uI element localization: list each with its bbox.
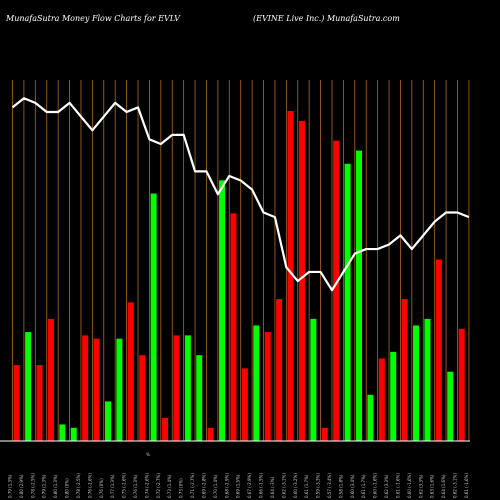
x-tick-label: 0.62 (3.3%): [384, 474, 389, 498]
bar: [265, 332, 271, 441]
x-tick-label: 0.76 (0%): [99, 478, 104, 498]
x-tick-label: 0.60 (-3.2%): [293, 473, 298, 498]
bar: [379, 359, 385, 442]
bar: [390, 352, 396, 441]
x-tick-label: 0.77 (1.3%): [110, 474, 115, 498]
bar: [116, 339, 122, 441]
bar: [299, 121, 305, 441]
x-tick-label: 0.72 (-2.7%): [156, 473, 161, 498]
vertical-gridlines: [13, 80, 469, 441]
bar: [424, 319, 430, 441]
x-tick-label: 0.62 (3.3%): [418, 474, 423, 498]
bar: [37, 365, 43, 441]
bar: [310, 319, 316, 441]
x-tick-label: 0.68 (-2.9%): [224, 473, 229, 498]
x-tick-label: 0.58 (1.8%): [338, 474, 343, 498]
bar: [71, 428, 77, 441]
x-tick-label: 0.70 (1.4%): [213, 474, 218, 498]
x-tick-label: 0.78 (-2.5%): [76, 473, 81, 498]
x-tick-label: 0.80 (1.3%): [53, 474, 58, 498]
bar: [105, 401, 111, 441]
x-tick-label: 0.71 (-2.7%): [190, 473, 195, 498]
chart-title: MunafaSutra Money Flow Charts for EVLV: [5, 14, 181, 23]
x-tick-label: 0.60 (-1.6%): [373, 473, 378, 498]
x-tick-label: 0.75 (-2.6%): [122, 473, 127, 498]
bar: [253, 326, 259, 442]
x-tick-label: 0.57 (-3.4%): [327, 473, 332, 498]
bar: [459, 329, 465, 441]
x-tick-label: 0.69 (-2.8%): [201, 473, 206, 498]
x-tick-label: 0.61 (-1.6%): [395, 473, 400, 498]
x-tick-label: 0.62 (-3.1%): [452, 473, 457, 498]
x-tick-label: 0.60 (3.4%): [350, 474, 355, 498]
bar: [447, 372, 453, 441]
x-tick-label: 0.76 (-2.6%): [87, 473, 92, 498]
x-tick-label: 0.80 (2.9%): [19, 474, 24, 498]
x-tick-label: 0.66 (-1.5%): [259, 473, 264, 498]
x-tick-label: 0.61 (1.7%): [304, 474, 309, 498]
x-tick-label: 0.79 (1.3%): [8, 474, 13, 498]
bar: [242, 368, 248, 441]
x-tick-label: 0.74 (-2.6%): [144, 473, 149, 498]
x-tick-label: 0.62 (-3.1%): [281, 473, 286, 498]
x-tick-labels: 0.79 (1.3%) 0.80 (2.9%) 0.78 (-2.5%) 0.79 (…: [8, 473, 469, 498]
x-tick-label: 0.61 (1.7%): [361, 474, 366, 498]
chart-subtitle: (EVINE Live Inc.) MunafaSutra.com: [253, 14, 400, 23]
bar: [436, 260, 442, 442]
bar: [196, 355, 202, 441]
x-tick-label: 0.61 (-1.6%): [464, 473, 469, 498]
bar: [402, 299, 408, 441]
bar: [219, 180, 225, 441]
x-tick-label: 0.76 (1.3%): [133, 474, 138, 498]
x-tick-label: 0.78 (-2.5%): [30, 473, 35, 498]
bar: [322, 428, 328, 441]
bar: [345, 164, 351, 441]
bar: [231, 213, 237, 441]
bar: [25, 332, 31, 441]
x-tick-label: 0.59 (-3.3%): [316, 473, 321, 498]
bar: [59, 425, 65, 442]
x-tick-label: 0.63 (1.6%): [430, 474, 435, 498]
x-tick-label: 0.64 (1.6%): [441, 474, 446, 498]
bar: [185, 335, 191, 441]
x-tick-label: 0.64 (-3%): [270, 476, 275, 498]
x-tick-label: 0.80 (0%): [65, 478, 70, 498]
bar: [14, 365, 20, 441]
x-tick-label: 0.67 (-2.9%): [247, 473, 252, 498]
x-tick-label: 0.73 (1.4%): [167, 474, 172, 498]
x-tick-label: 0.60 (-1.6%): [407, 473, 412, 498]
bar: [94, 339, 100, 441]
bar: [151, 194, 157, 442]
bar: [333, 141, 339, 441]
x-tick-label: 0.69 (1.5%): [236, 474, 241, 498]
bar: [356, 151, 362, 441]
bar: [173, 335, 179, 441]
bar: [276, 299, 282, 441]
bar: [367, 395, 373, 441]
bar: [128, 302, 134, 441]
middle-label: %: [146, 452, 150, 457]
bar: [208, 428, 214, 441]
bar: [48, 319, 54, 441]
bar: [82, 335, 88, 441]
bar: [139, 355, 145, 441]
x-tick-label: 0.79 (1.3%): [42, 474, 47, 498]
x-tick-label: 0.73 (0%): [179, 478, 184, 498]
bar: [162, 418, 168, 441]
bar: [413, 326, 419, 442]
